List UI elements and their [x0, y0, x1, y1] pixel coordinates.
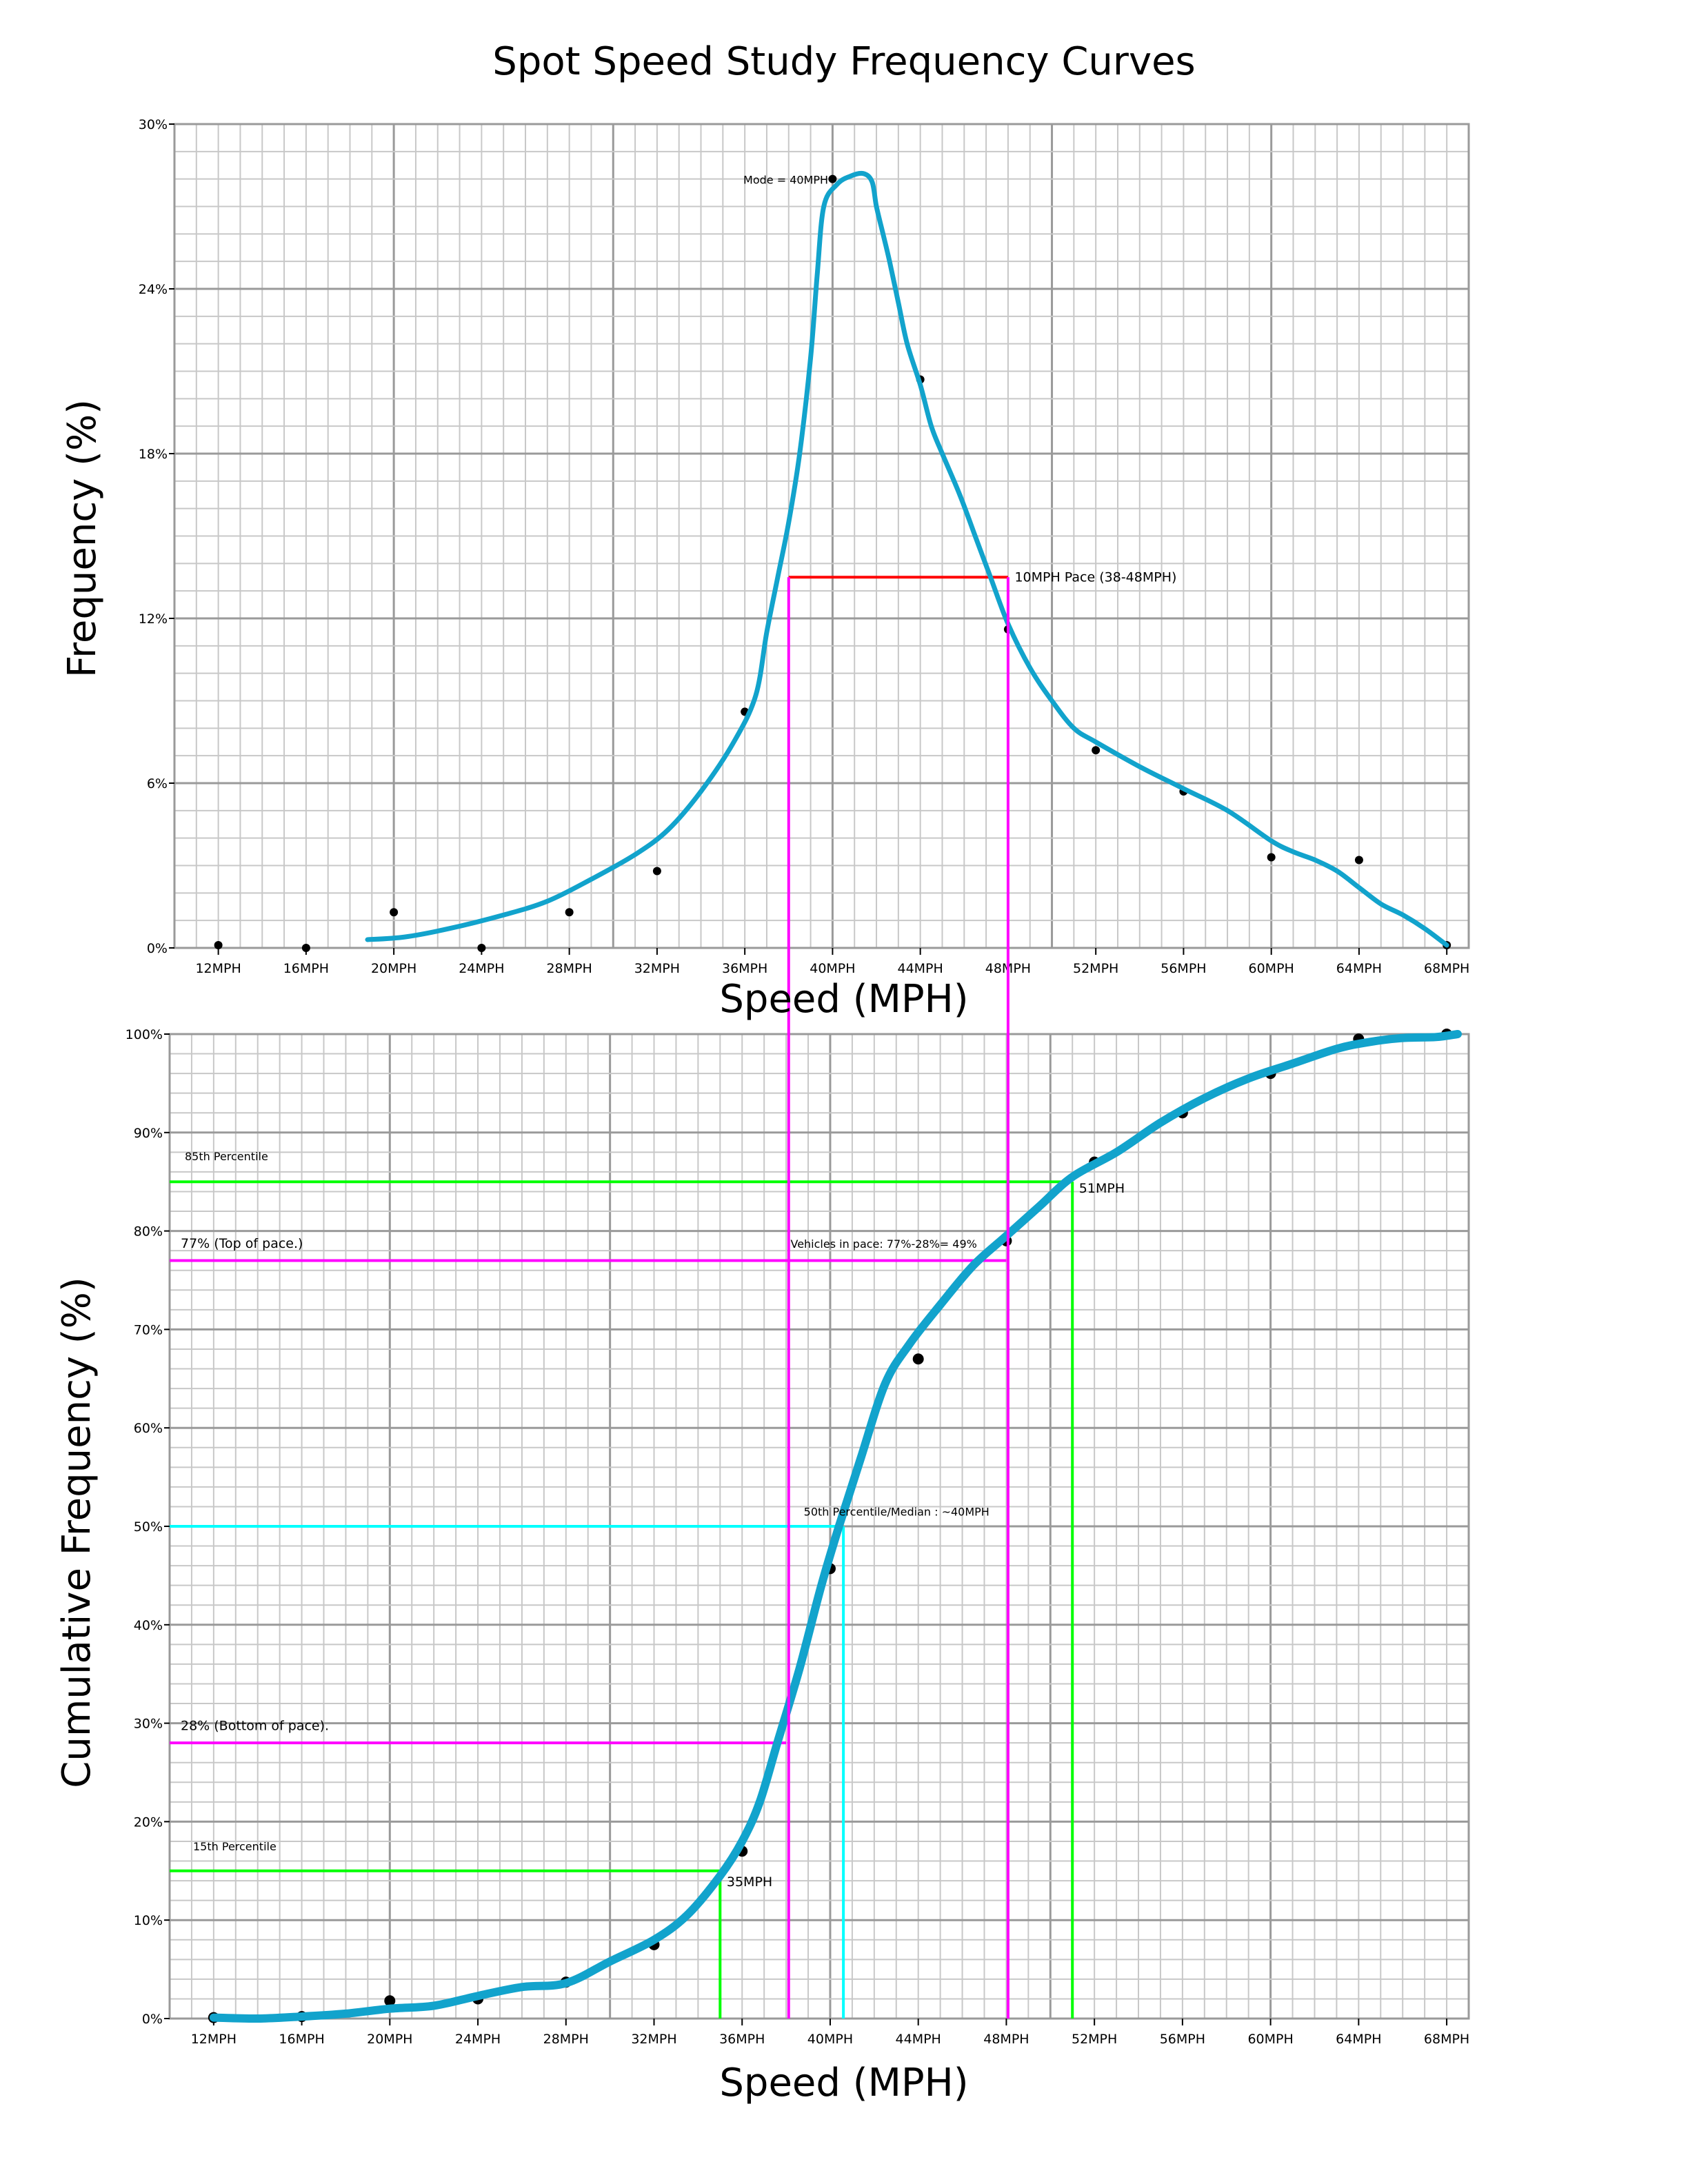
data-point: [912, 1353, 924, 1365]
data-point: [652, 867, 661, 876]
y-tick-label: 6%: [147, 776, 168, 791]
y-tick-label: 18%: [139, 447, 168, 462]
data-point: [1092, 746, 1101, 755]
x-tick-label: 24MPH: [459, 961, 504, 976]
cumulative-frequency-chart: 12MPH 16MPH 20MPH 24MPH 28MPH 32MPH 36MPH 40MPH…: [125, 1027, 1470, 2047]
median-label: 50th Percentile/Median : ~40MPH: [804, 1505, 989, 1518]
mode-label: Mode = 40MPH: [743, 174, 828, 187]
pace-label: 10MPH Pace (38-48MPH): [1014, 569, 1176, 585]
x-tick-label: 12MPH: [191, 2032, 237, 2047]
x-tick-label: 64MPH: [1336, 2032, 1381, 2047]
y-tick-label: 0%: [142, 2012, 163, 2027]
pace-vertical-lines: [787, 577, 1009, 2019]
x-tick-label: 36MPH: [722, 961, 767, 976]
x-tick-label: 48MPH: [983, 2032, 1029, 2047]
x-tick-label: 20MPH: [371, 961, 416, 976]
x-tick-label: 28MPH: [546, 961, 592, 976]
reference-lines: [170, 1180, 1074, 2019]
x-tick-label: 60MPH: [1249, 961, 1294, 976]
x-tick-label: 56MPH: [1160, 2032, 1205, 2047]
chart-title: Spot Speed Study Frequency Curves: [492, 39, 1195, 84]
x-tick-label: 68MPH: [1424, 961, 1469, 976]
data-point: [214, 941, 223, 950]
x-tick-label: 44MPH: [896, 2032, 941, 2047]
x-tick-label: 40MPH: [807, 2032, 853, 2047]
frequency-y-axis-title: Frequency (%): [60, 399, 105, 678]
y-tick-label: 80%: [134, 1224, 163, 1240]
p85-label: 85th Percentile: [185, 1150, 268, 1163]
y-tick-label: 100%: [125, 1027, 163, 1042]
x-tick-label: 12MPH: [195, 961, 241, 976]
x-tick-label: 64MPH: [1336, 961, 1382, 976]
y-tick-label: 50%: [134, 1519, 163, 1535]
cumulative-x-axis-title: Speed (MPH): [719, 2061, 968, 2105]
x-tick-label: 68MPH: [1424, 2032, 1469, 2047]
vehicles-in-pace-label: Vehicles in pace: 77%-28%= 49%: [790, 1237, 976, 1251]
y-tick-label: 70%: [134, 1322, 163, 1337]
y-tick-label: 30%: [139, 117, 168, 132]
y-tick-label: 60%: [134, 1421, 163, 1436]
x-tick-label: 44MPH: [897, 961, 943, 976]
data-point: [828, 174, 837, 183]
x-tick-label: 32MPH: [631, 2032, 676, 2047]
data-point: [384, 1995, 396, 2007]
bottom-pace-label: 28% (Bottom of pace).: [181, 1719, 329, 1734]
p15-label: 15th Percentile: [193, 1840, 277, 1853]
frequency-x-axis-title: Speed (MPH): [719, 977, 968, 1022]
x-tick-label: 52MPH: [1072, 2032, 1117, 2047]
frequency-curve: [365, 170, 1449, 948]
data-point: [565, 908, 574, 917]
cumulative-y-axis-title: Cumulative Frequency (%): [54, 1277, 99, 1788]
p15-value: 35MPH: [727, 1874, 772, 1890]
x-tick-label: 28MPH: [543, 2032, 589, 2047]
x-tick-label: 32MPH: [634, 961, 680, 976]
x-tick-label: 24MPH: [455, 2032, 501, 2047]
y-tick-label: 90%: [134, 1126, 163, 1141]
plot-frame: [173, 123, 1470, 949]
y-tick-label: 40%: [134, 1618, 163, 1633]
x-tick-label: 16MPH: [279, 2032, 324, 2047]
x-tick-label: 52MPH: [1073, 961, 1118, 976]
p85-value: 51MPH: [1079, 1181, 1125, 1196]
data-point: [1267, 853, 1276, 862]
data-point: [390, 908, 399, 917]
y-tick-label: 0%: [147, 941, 168, 956]
top-pace-label: 77% (Top of pace.): [181, 1236, 303, 1251]
x-tick-label: 36MPH: [719, 2032, 765, 2047]
y-tick-label: 20%: [134, 1814, 163, 1830]
x-tick-label: 16MPH: [283, 961, 329, 976]
data-point: [477, 944, 486, 952]
x-tick-label: 40MPH: [810, 961, 855, 976]
y-tick-label: 10%: [134, 1913, 163, 1928]
x-tick-label: 20MPH: [367, 2032, 412, 2047]
frequency-chart: 12MPH 16MPH 20MPH 24MPH 28MPH 32MPH 36MPH 40MPH…: [139, 117, 1470, 976]
x-tick-label: 56MPH: [1160, 961, 1206, 976]
data-point: [1354, 856, 1363, 865]
cumulative-curve: [209, 1030, 1462, 2023]
data-point: [301, 944, 310, 952]
y-tick-label: 30%: [134, 1717, 163, 1732]
y-tick-label: 12%: [139, 611, 168, 627]
x-tick-label: 60MPH: [1247, 2032, 1293, 2047]
y-tick-label: 24%: [139, 282, 168, 297]
